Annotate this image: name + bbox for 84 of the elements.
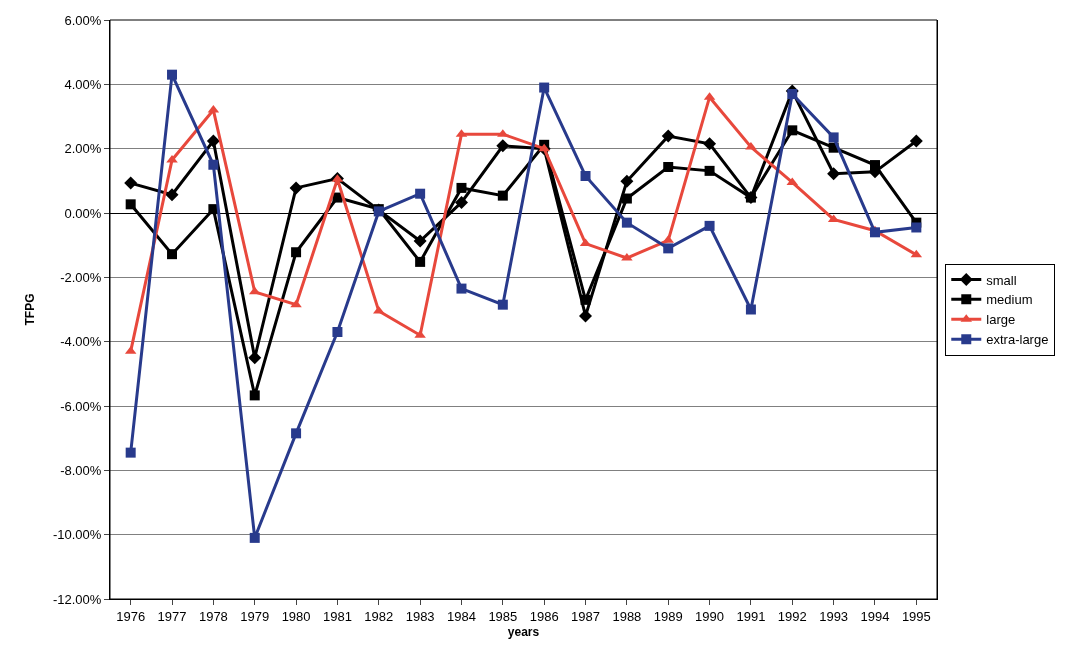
point [745, 304, 756, 315]
point [415, 256, 426, 267]
x-tick-label: 1991 [736, 608, 766, 624]
x-tick-label: 1995 [901, 608, 931, 624]
point [125, 447, 136, 458]
y-tick-label: 2.00% [64, 141, 102, 157]
y-tick-label: -4.00% [60, 334, 102, 350]
point [909, 134, 923, 148]
point [911, 222, 922, 233]
x-axis-title: years [507, 625, 540, 640]
point [828, 132, 839, 143]
y-tick-label: -6.00% [60, 398, 102, 414]
x-tick-label: 1994 [860, 608, 890, 624]
y-tick-label: 0.00% [64, 205, 102, 221]
point [249, 532, 260, 543]
point [456, 283, 467, 294]
x-tick-label: 1990 [695, 608, 725, 624]
x-tick-label: 1992 [777, 608, 807, 624]
x-tick-label: 1981 [322, 608, 352, 624]
y-tick-label: -2.00% [60, 269, 102, 285]
point [332, 327, 343, 338]
point [539, 82, 550, 93]
point [580, 294, 591, 305]
legend-label: extra-large [986, 332, 1049, 348]
y-tick-label: 4.00% [64, 76, 102, 92]
point [869, 160, 880, 171]
point [579, 309, 593, 323]
point [413, 234, 427, 248]
point [290, 299, 302, 308]
x-tick-label: 1987 [571, 608, 600, 624]
y-tick-label: -8.00% [60, 462, 102, 478]
point [704, 165, 715, 176]
x-tick-label: 1988 [612, 608, 642, 624]
point [208, 159, 219, 170]
point [620, 174, 634, 188]
point [167, 249, 178, 260]
legend-label: small [986, 272, 1017, 288]
point [663, 162, 674, 172]
point [248, 351, 262, 365]
point [787, 88, 798, 99]
y-tick-label: -10.00% [52, 527, 102, 543]
x-tick-label: 1984 [447, 608, 476, 624]
point [497, 190, 508, 201]
point [125, 199, 136, 210]
x-tick-label: 1983 [405, 608, 435, 624]
point [165, 188, 179, 202]
x-tick-label: 1976 [116, 608, 146, 624]
x-tick-label: 1982 [364, 608, 394, 624]
point [454, 195, 468, 209]
x-tick-label: 1985 [488, 608, 518, 624]
point [496, 139, 510, 153]
point [538, 143, 550, 152]
point [869, 227, 880, 238]
point [249, 390, 260, 401]
y-tick-label: -12.00% [52, 591, 102, 607]
point [456, 182, 467, 193]
x-tick-label: 1978 [198, 608, 228, 624]
x-tick-label: 1989 [653, 608, 683, 624]
point [787, 125, 798, 136]
point [703, 137, 717, 151]
point [663, 243, 674, 254]
x-tick-label: 1979 [240, 608, 270, 624]
point [621, 193, 632, 204]
point [661, 129, 675, 143]
point [291, 428, 302, 439]
y-axis-title: TFPG [23, 293, 38, 326]
x-tick-label: 1986 [529, 608, 559, 624]
point [289, 181, 303, 195]
point [497, 299, 508, 310]
point [621, 217, 632, 228]
point [206, 134, 220, 148]
point [704, 220, 715, 231]
x-tick-label: 1977 [157, 608, 187, 624]
point [167, 69, 178, 80]
y-tick-label: 6.00% [64, 12, 102, 28]
point [291, 247, 302, 258]
legend-label: medium [986, 292, 1033, 308]
point [415, 188, 426, 199]
x-tick-label: 1980 [281, 608, 311, 624]
point [124, 176, 138, 190]
legend-label: large [986, 312, 1016, 328]
point [580, 171, 591, 182]
point [827, 167, 841, 181]
x-tick-label: 1993 [819, 608, 849, 624]
